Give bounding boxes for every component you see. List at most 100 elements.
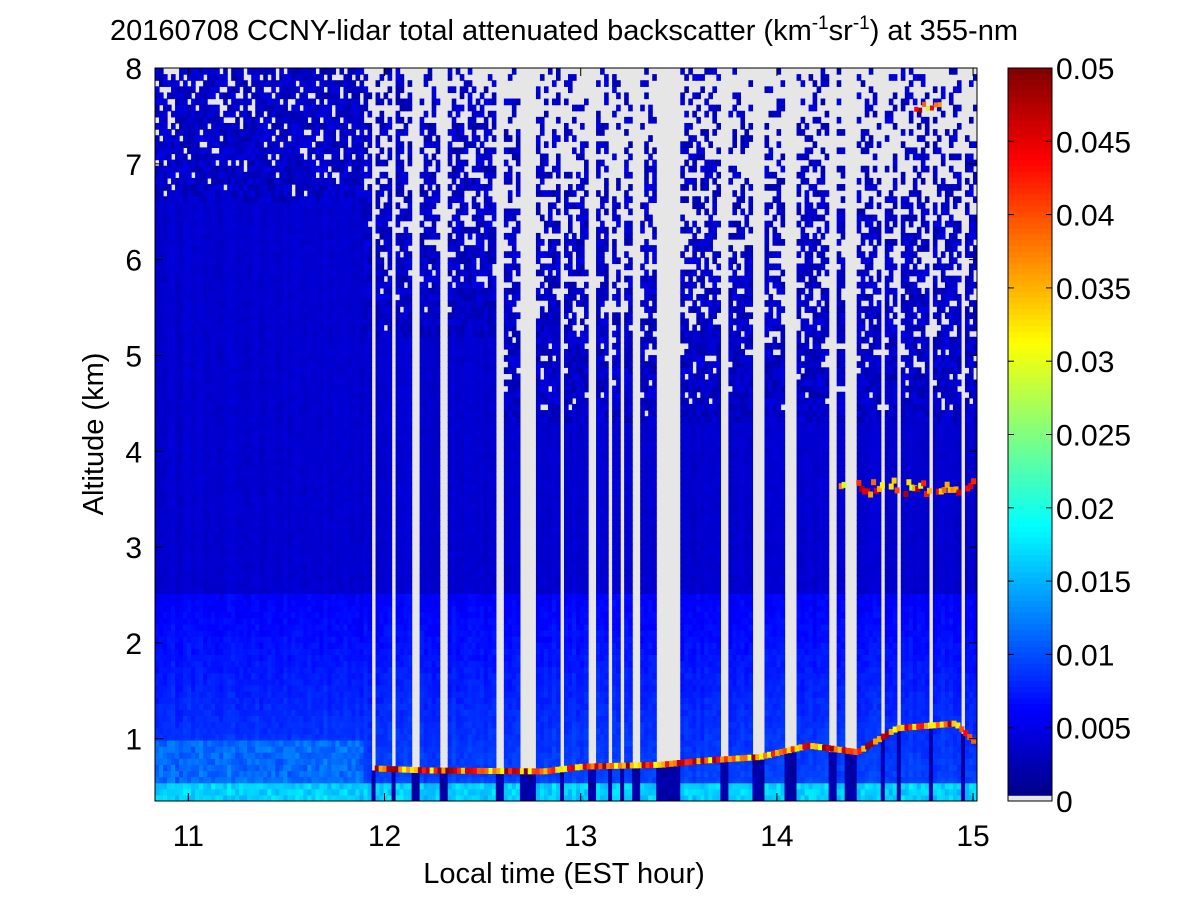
heatmap-cell <box>299 257 304 265</box>
heatmap-cell <box>315 727 320 735</box>
heatmap-cell <box>163 617 168 625</box>
heatmap-cell <box>295 446 300 454</box>
heatmap-cell <box>311 294 316 301</box>
heatmap-cell <box>259 446 264 454</box>
heatmap-cell <box>275 507 280 515</box>
heatmap-cell <box>239 568 244 576</box>
heatmap-cell <box>167 733 172 741</box>
heatmap-cell <box>207 782 212 790</box>
heatmap-cell <box>243 507 248 515</box>
heatmap-cell <box>223 403 228 411</box>
heatmap-cell <box>243 184 248 191</box>
heatmap-cell <box>283 129 288 136</box>
heatmap-cell <box>279 110 284 118</box>
heatmap-cell <box>235 324 240 332</box>
heatmap-cell <box>163 562 168 570</box>
heatmap-cell <box>243 214 248 222</box>
heatmap-cell <box>203 636 208 643</box>
heatmap-cell <box>207 281 212 289</box>
heatmap-cell <box>207 403 212 411</box>
heatmap-cell <box>291 336 296 344</box>
heatmap-cell <box>171 367 176 375</box>
heatmap-cell <box>247 642 252 649</box>
heatmap-cell <box>171 141 176 149</box>
heatmap-cell <box>175 703 180 710</box>
heatmap-cell <box>299 306 304 313</box>
heatmap-cell <box>207 202 212 210</box>
heatmap-cell <box>223 794 228 801</box>
heatmap-cell <box>155 611 160 619</box>
heatmap-cell <box>215 697 220 704</box>
heatmap-cell <box>203 397 208 405</box>
heatmap-cell <box>323 251 329 258</box>
heatmap-cell <box>163 684 168 692</box>
heatmap-cell <box>291 452 296 460</box>
heatmap-cell <box>243 465 248 472</box>
heatmap-cell <box>307 532 312 539</box>
heatmap-cell <box>195 422 200 429</box>
heatmap-cell <box>227 526 232 533</box>
heatmap-cell <box>267 715 272 723</box>
heatmap-cell <box>323 367 329 375</box>
heatmap-cell <box>163 300 168 307</box>
heatmap-cell <box>239 562 244 570</box>
heatmap-cell <box>299 232 304 240</box>
heatmap-cell <box>287 257 292 265</box>
heatmap-cell <box>271 697 276 704</box>
heatmap-cell <box>211 135 216 142</box>
heatmap-cell <box>179 440 184 448</box>
heatmap-cell <box>315 141 320 149</box>
heatmap-cell <box>235 135 240 142</box>
heatmap-cell <box>179 471 184 478</box>
heatmap-cell <box>255 733 260 741</box>
heatmap-cell <box>267 196 272 203</box>
heatmap-cell <box>167 617 172 625</box>
heatmap-cell <box>259 135 264 142</box>
heatmap-cell <box>279 513 284 521</box>
heatmap-cell <box>311 281 316 289</box>
heatmap-cell <box>287 483 292 491</box>
heatmap-cell <box>179 355 184 362</box>
heatmap-cell <box>211 239 216 246</box>
heatmap-cell <box>283 373 288 381</box>
heatmap-cell <box>279 477 284 484</box>
heatmap-cell <box>291 697 296 704</box>
heatmap-cell <box>259 98 264 106</box>
heatmap-cell <box>311 599 316 607</box>
heatmap-cell <box>171 440 176 448</box>
heatmap-cell <box>255 709 260 717</box>
heatmap-cell <box>175 654 180 662</box>
heatmap-cell <box>159 495 164 503</box>
heatmap-cell <box>187 764 192 772</box>
heatmap-cell <box>263 147 268 155</box>
heatmap-cell <box>283 348 288 356</box>
heatmap-cell <box>287 770 292 778</box>
heatmap-cell <box>295 721 300 729</box>
heatmap-cell <box>267 684 272 692</box>
heatmap-cell <box>259 153 264 161</box>
heatmap-cell <box>271 416 276 423</box>
heatmap-cell <box>275 116 280 124</box>
heatmap-cell <box>291 550 296 558</box>
heatmap-cell <box>247 403 252 411</box>
heatmap-cell <box>239 611 244 619</box>
heatmap-cell <box>159 196 164 203</box>
heatmap-cell <box>223 581 228 588</box>
heatmap-cell <box>271 654 276 662</box>
heatmap-cell <box>291 440 296 448</box>
heatmap-cell <box>295 373 300 381</box>
heatmap-cell <box>299 526 304 533</box>
heatmap-cell <box>271 361 276 368</box>
heatmap-cell <box>195 501 200 509</box>
heatmap-cell <box>267 489 272 497</box>
heatmap-cell <box>271 636 276 643</box>
heatmap-cell <box>163 275 168 283</box>
heatmap-cell <box>171 721 176 729</box>
heatmap-cell <box>279 232 284 240</box>
heatmap-cell <box>279 611 284 619</box>
heatmap-cell <box>247 294 252 301</box>
heatmap-cell <box>159 446 164 454</box>
heatmap-cell <box>303 709 308 717</box>
heatmap-cell <box>263 495 268 503</box>
heatmap-cell <box>191 391 196 399</box>
